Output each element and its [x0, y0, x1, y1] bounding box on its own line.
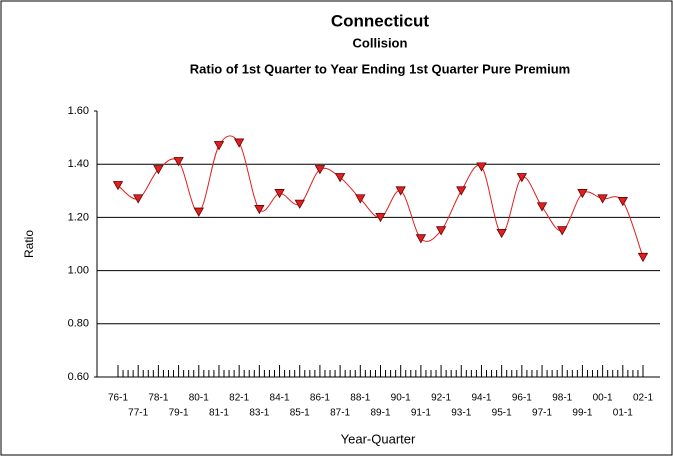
x-tick-label: 80-1	[189, 393, 209, 404]
y-axis-label: Ratio	[22, 230, 36, 258]
x-tick-label: 96-1	[512, 393, 532, 404]
x-tick-label: 77-1	[128, 408, 148, 419]
x-tick-label: 88-1	[350, 393, 370, 404]
x-tick-label: 97-1	[532, 408, 552, 419]
marker	[577, 189, 588, 199]
marker	[516, 173, 528, 183]
y-tick-label: 0.60	[68, 371, 89, 383]
y-tick-label: 1.60	[68, 105, 89, 117]
x-tick-label: 93-1	[451, 408, 471, 419]
marker	[254, 205, 265, 215]
marker	[536, 202, 548, 212]
marker	[314, 165, 326, 175]
chart-title: Connecticut	[331, 11, 430, 30]
marker	[294, 199, 305, 209]
marker	[456, 186, 467, 196]
x-tick-label: 95-1	[492, 408, 512, 419]
marker	[334, 173, 346, 183]
marker	[173, 157, 184, 167]
x-tick-label: 01-1	[613, 408, 633, 419]
marker	[395, 186, 406, 196]
marker	[435, 226, 447, 236]
marker	[112, 181, 124, 191]
marker	[617, 197, 628, 207]
x-tick-label: 99-1	[572, 408, 592, 419]
marker	[274, 189, 285, 199]
marker	[193, 207, 204, 217]
x-tick-label: 81-1	[209, 408, 229, 419]
marker	[133, 194, 144, 204]
x-axis-label: Year-Quarter	[341, 431, 416, 446]
x-tick-label: 86-1	[310, 393, 330, 404]
x-tick-label: 94-1	[471, 393, 491, 404]
y-tick-label: 1.40	[68, 158, 89, 170]
x-tick-label: 78-1	[148, 393, 168, 404]
marker	[476, 162, 487, 172]
x-tick-label: 92-1	[431, 393, 451, 404]
marker	[213, 141, 225, 151]
y-tick-label: 1.00	[68, 265, 89, 277]
x-tick-label: 00-1	[593, 393, 613, 404]
x-tick-label: 87-1	[330, 408, 350, 419]
chart-subtitle: Ratio of 1st Quarter to Year Ending 1st …	[190, 61, 570, 76]
marker	[557, 226, 568, 236]
marker	[637, 252, 649, 263]
x-tick-label: 83-1	[249, 408, 269, 419]
marker	[355, 194, 366, 204]
x-tick-label: 91-1	[411, 408, 431, 419]
x-tick-label: 79-1	[169, 408, 189, 419]
x-tick-label: 85-1	[290, 408, 310, 419]
marker	[233, 138, 245, 148]
x-tick-label: 84-1	[270, 393, 290, 404]
marker	[153, 165, 164, 175]
chart-subtitle: Collision	[353, 35, 408, 50]
x-tick-label: 89-1	[370, 408, 390, 419]
y-tick-label: 0.80	[68, 318, 89, 330]
marker	[597, 194, 608, 204]
x-tick-label: 82-1	[229, 393, 249, 404]
marker	[496, 228, 507, 239]
x-tick-label: 98-1	[552, 393, 572, 404]
y-tick-label: 1.20	[68, 211, 89, 223]
marker	[415, 234, 427, 244]
marker	[375, 213, 386, 223]
x-tick-label: 90-1	[391, 393, 411, 404]
x-tick-label: 02-1	[633, 393, 653, 404]
x-tick-label: 76-1	[108, 393, 128, 404]
